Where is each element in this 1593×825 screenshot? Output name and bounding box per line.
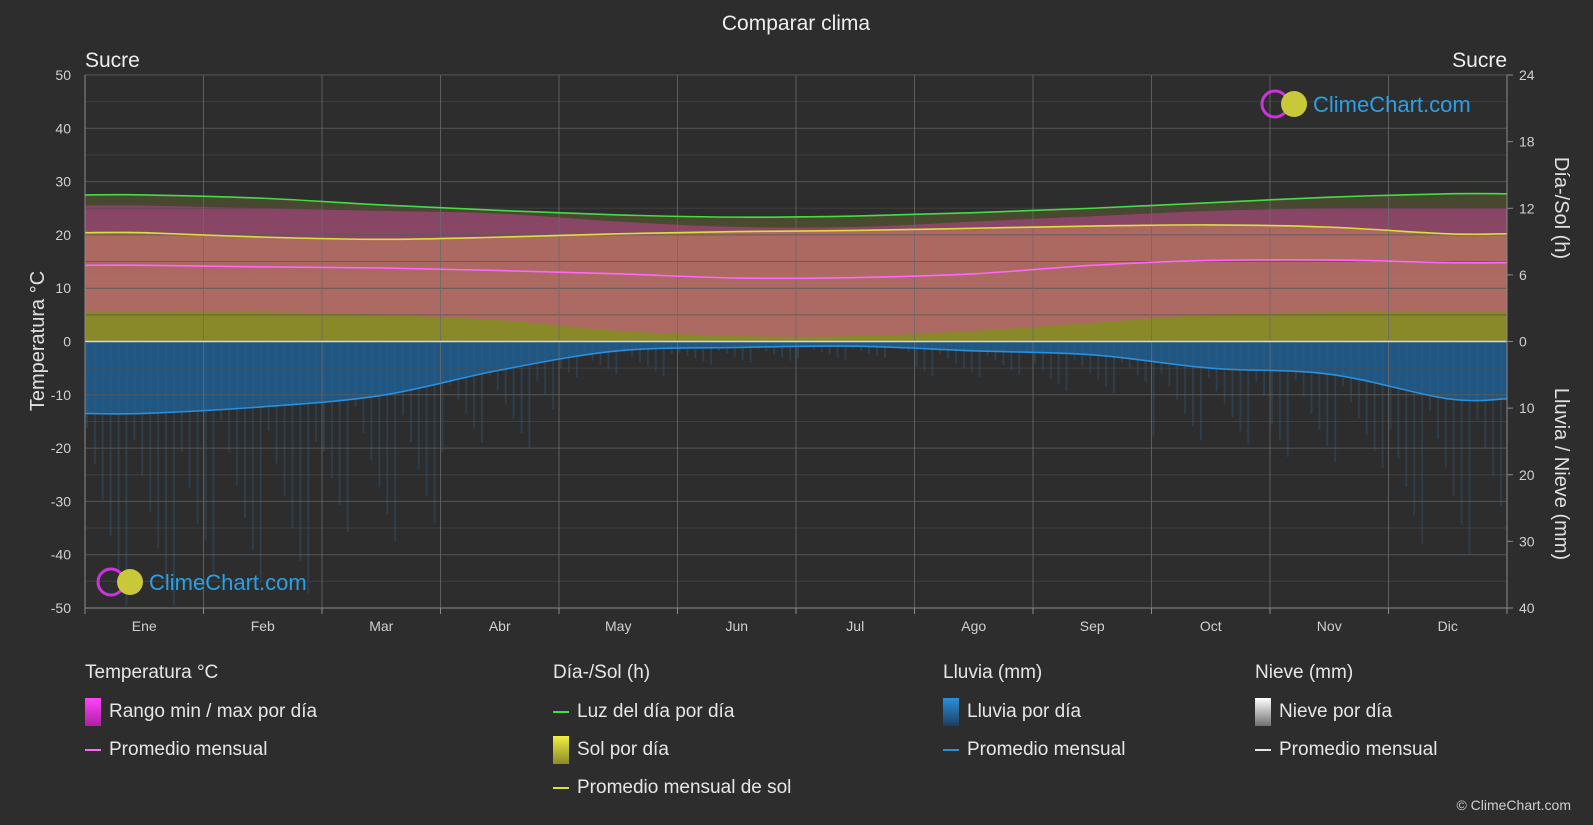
- daylight-line: [85, 192, 1507, 218]
- rain-swatch: [943, 698, 959, 726]
- legend-daylight: Luz del día por día: [553, 698, 791, 726]
- y-left-tick-label: 10: [55, 280, 71, 296]
- axes: 50 40 30 20 10 0 -10 -20 -30 -40 -50 24 18 12 6 0 10 20 30…: [51, 67, 1535, 634]
- legend-rain-title: Lluvia (mm): [943, 662, 1043, 683]
- legend-daylight-label: Luz del día por día: [577, 701, 735, 722]
- legend-rain-daily: Lluvia por día: [943, 698, 1125, 726]
- legend-snow-title: Nieve (mm): [1255, 662, 1354, 683]
- y-right-top-tick-label: 18: [1519, 134, 1535, 150]
- y-left-tick-label: 40: [55, 120, 71, 136]
- x-tick-label: Ene: [132, 618, 157, 634]
- copyright: © ClimeChart.com: [1456, 797, 1571, 813]
- y-right-bottom-tick-label: 30: [1519, 533, 1535, 549]
- legend-sun-mean: Promedio mensual de sol: [553, 774, 791, 802]
- legend: Temperatura °C Rango min / max por día P…: [0, 662, 1593, 812]
- location-left: Sucre: [85, 49, 140, 72]
- y-right-bottom-tick-label: 20: [1519, 467, 1535, 483]
- snow-swatch: [1255, 698, 1271, 726]
- y-right-bottom-tick-label: 10: [1519, 400, 1535, 416]
- daylight-swatch: [553, 711, 569, 713]
- y-left-tick-label: -50: [51, 600, 71, 616]
- x-tick-label: Nov: [1317, 618, 1342, 634]
- temp-mean-swatch: [85, 749, 101, 751]
- y-right-bottom-tick-label: 40: [1519, 600, 1535, 616]
- x-tick-label: Ago: [961, 618, 986, 634]
- rain-mean-swatch: [943, 749, 959, 751]
- sunshine-swatch: [553, 736, 569, 764]
- legend-sun-title: Día-/Sol (h): [553, 662, 651, 683]
- legend-snow-mean: Promedio mensual: [1255, 736, 1437, 764]
- legend-rain-daily-label: Lluvia por día: [967, 701, 1082, 722]
- y-left-tick-label: 20: [55, 227, 71, 243]
- temperature-mean-line: [85, 258, 1507, 280]
- y-left-tick-label: -40: [51, 547, 71, 563]
- y-axis-right-bottom-label: Lluvia / Nieve (mm): [1550, 388, 1572, 560]
- x-tick-label: Abr: [489, 618, 511, 634]
- x-tick-label: Mar: [369, 618, 393, 634]
- y-right-top-tick-label: 6: [1519, 267, 1527, 283]
- legend-temperature-title: Temperatura °C: [85, 662, 219, 683]
- series-layer: [85, 192, 1507, 415]
- x-tick-label: May: [605, 618, 631, 634]
- x-tick-label: Jul: [846, 618, 864, 634]
- climate-chart: Comparar clima Sucre Sucre 50 40 30 20 10 0 -1…: [27, 12, 1572, 634]
- y-left-tick-label: 50: [55, 67, 71, 83]
- y-right-top-tick-label: 0: [1519, 334, 1527, 350]
- logo-sun-icon: [1281, 91, 1307, 117]
- temp-range-swatch: [85, 698, 101, 726]
- legend-sun-mean-label: Promedio mensual de sol: [577, 777, 792, 798]
- brand-text-bottom: ClimeChart.com: [149, 570, 307, 595]
- x-tick-label: Dic: [1438, 618, 1458, 634]
- x-tick-label: Oct: [1200, 618, 1222, 634]
- brand-logo-bottom: ClimeChart.com: [96, 567, 307, 597]
- legend-temp-range: Rango min / max por día: [85, 698, 317, 726]
- sunshine-mean-line: [85, 224, 1507, 241]
- legend-temp-range-label: Rango min / max por día: [109, 701, 318, 722]
- sun-mean-swatch: [553, 787, 569, 789]
- legend-rain-mean: Promedio mensual: [943, 736, 1125, 764]
- legend-temp-mean: Promedio mensual: [85, 736, 317, 764]
- y-left-tick-label: 0: [63, 334, 71, 350]
- brand-logo-top: ClimeChart.com: [1260, 89, 1471, 119]
- brand-text-top: ClimeChart.com: [1313, 92, 1471, 117]
- legend-sunshine: Sol por día: [553, 736, 791, 764]
- x-tick-label: Feb: [251, 618, 275, 634]
- y-left-tick-label: -30: [51, 493, 71, 509]
- location-right: Sucre: [1452, 49, 1507, 72]
- legend-rain: Lluvia (mm) Lluvia por día Promedio mens…: [943, 662, 1125, 774]
- legend-rain-mean-label: Promedio mensual: [967, 739, 1126, 760]
- y-left-tick-label: 30: [55, 174, 71, 190]
- y-axis-right-top-label: Día-/Sol (h): [1550, 157, 1572, 259]
- y-axis-left-label: Temperatura °C: [27, 271, 49, 411]
- y-right-top-tick-label: 12: [1519, 200, 1535, 216]
- y-left-tick-label: -10: [51, 387, 71, 403]
- y-right-top-tick-label: 24: [1519, 67, 1535, 83]
- snow-mean-swatch: [1255, 749, 1271, 751]
- legend-snow-daily-label: Nieve por día: [1279, 701, 1393, 722]
- rain-mean-line: [85, 345, 1507, 415]
- x-tick-label: Sep: [1080, 618, 1105, 634]
- y-left-tick-label: -20: [51, 440, 71, 456]
- legend-temperature: Temperatura °C Rango min / max por día P…: [85, 662, 317, 774]
- legend-temp-mean-label: Promedio mensual: [109, 739, 268, 760]
- legend-snow-daily: Nieve por día: [1255, 698, 1437, 726]
- chart-title: Comparar clima: [722, 12, 871, 35]
- legend-snow: Nieve (mm) Nieve por día Promedio mensua…: [1255, 662, 1437, 774]
- legend-sunshine-label: Sol por día: [577, 739, 669, 760]
- legend-snow-mean-label: Promedio mensual: [1279, 739, 1438, 760]
- legend-sun: Día-/Sol (h) Luz del día por día Sol por…: [553, 662, 791, 812]
- logo-sun-icon: [117, 569, 143, 595]
- x-tick-label: Jun: [725, 618, 748, 634]
